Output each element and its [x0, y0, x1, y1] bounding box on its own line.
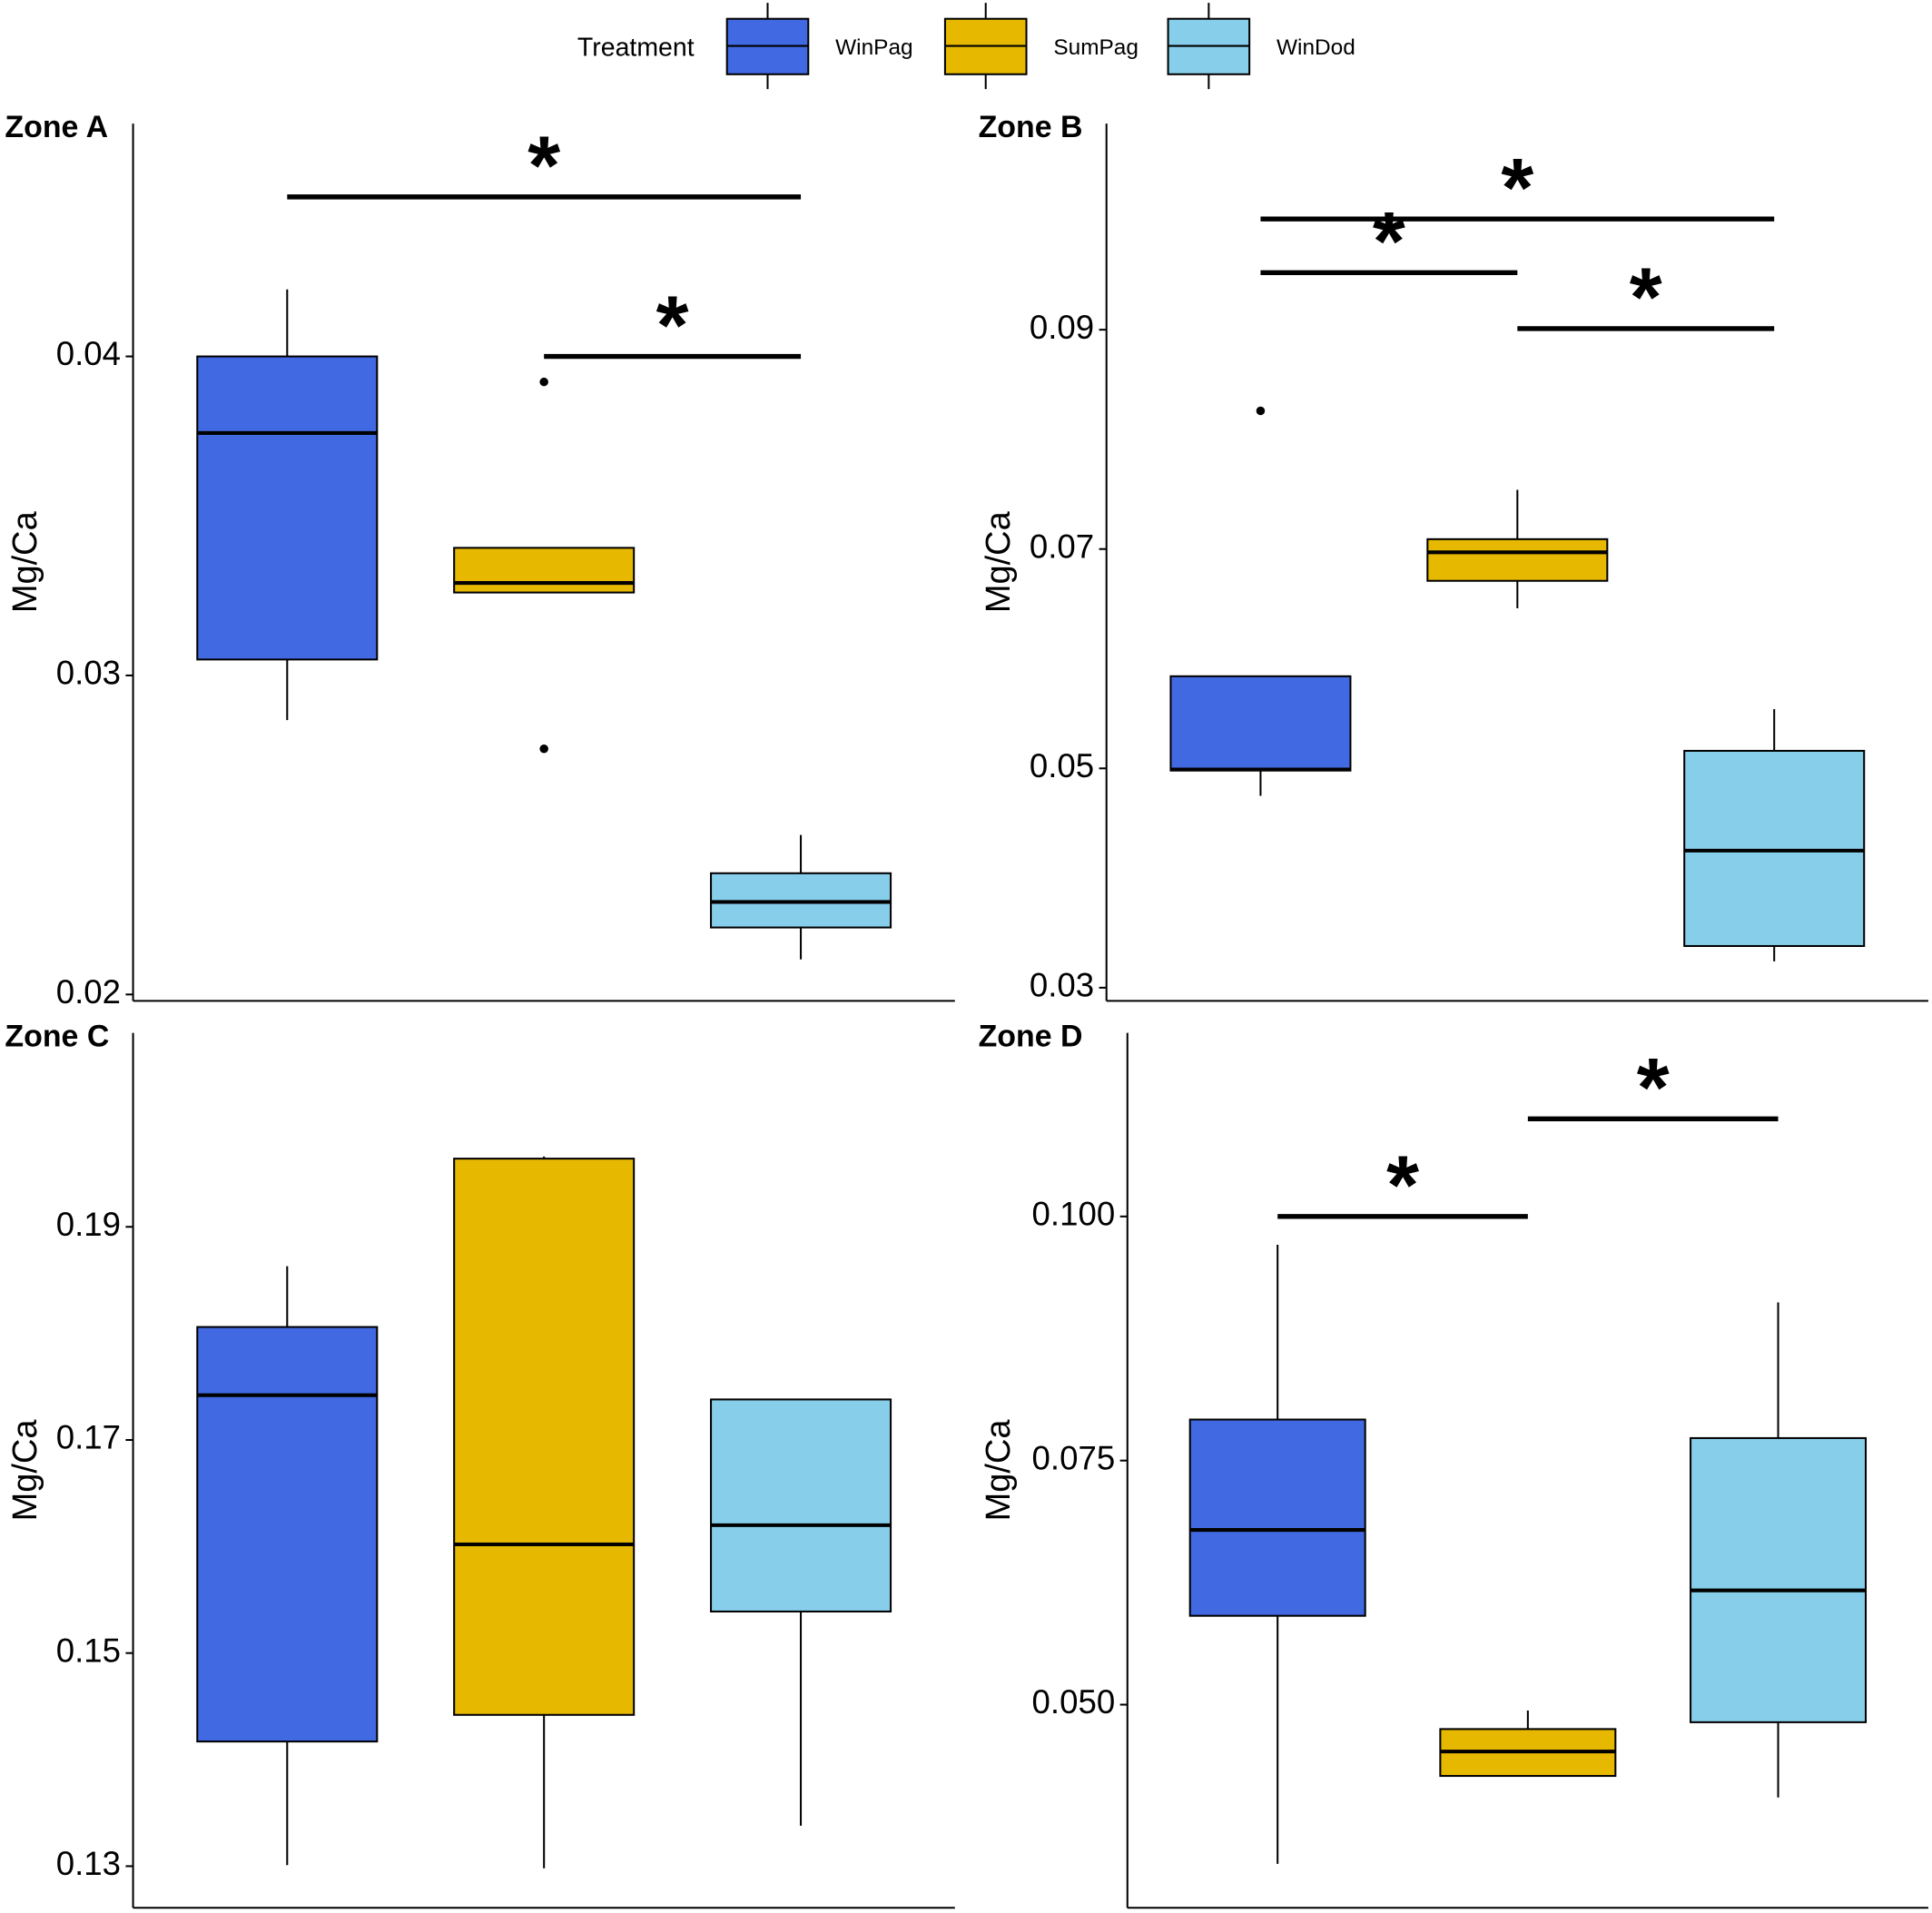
legend-label: WinPag	[835, 35, 912, 60]
significance-label: *	[1386, 1138, 1419, 1232]
significance-label: *	[1637, 1040, 1670, 1135]
y-tick-label: 0.13	[56, 1845, 121, 1882]
y-tick-label: 0.050	[1032, 1683, 1116, 1721]
significance-label: *	[656, 278, 689, 372]
box	[1169, 675, 1352, 772]
outlier	[539, 377, 548, 387]
y-tick-label: 0.07	[1030, 528, 1094, 565]
significance-label: *	[1501, 140, 1533, 234]
box	[196, 1326, 379, 1743]
outlier	[539, 744, 548, 754]
y-axis-label: Mg/Ca	[6, 510, 44, 613]
legend-title: Treatment	[577, 33, 695, 62]
y-tick-label: 0.17	[56, 1419, 121, 1456]
box	[1188, 1418, 1366, 1617]
box	[1426, 537, 1609, 582]
outlier	[1256, 406, 1266, 416]
box	[196, 355, 379, 661]
y-tick-label: 0.04	[56, 335, 121, 372]
box	[453, 547, 636, 594]
significance-label: *	[1630, 250, 1662, 344]
y-tick-label: 0.03	[56, 655, 121, 692]
y-tick-label: 0.15	[56, 1632, 121, 1669]
panel-title: Zone D	[979, 1020, 1083, 1054]
y-tick-label: 0.02	[56, 973, 121, 1011]
box	[710, 1398, 892, 1612]
y-tick-label: 0.075	[1032, 1439, 1116, 1476]
box	[453, 1158, 636, 1716]
y-axis-label: Mg/Ca	[6, 1419, 44, 1522]
y-tick-label: 0.03	[1030, 967, 1094, 1004]
panel-title: Zone C	[5, 1020, 109, 1054]
y-tick-label: 0.09	[1030, 309, 1094, 346]
significance-label: *	[1373, 194, 1405, 289]
y-tick-label: 0.100	[1032, 1195, 1116, 1232]
significance-label: *	[527, 118, 560, 212]
panel-title: Zone A	[5, 110, 108, 144]
y-tick-label: 0.19	[56, 1206, 121, 1243]
box	[1683, 749, 1866, 947]
legend-label: SumPag	[1053, 35, 1138, 60]
y-axis-label: Mg/Ca	[980, 510, 1018, 613]
legend-label: WinDod	[1276, 35, 1355, 60]
y-tick-label: 0.05	[1030, 747, 1094, 784]
panel-title: Zone B	[979, 110, 1083, 144]
box	[1690, 1436, 1868, 1723]
y-axis-label: Mg/Ca	[980, 1419, 1018, 1522]
